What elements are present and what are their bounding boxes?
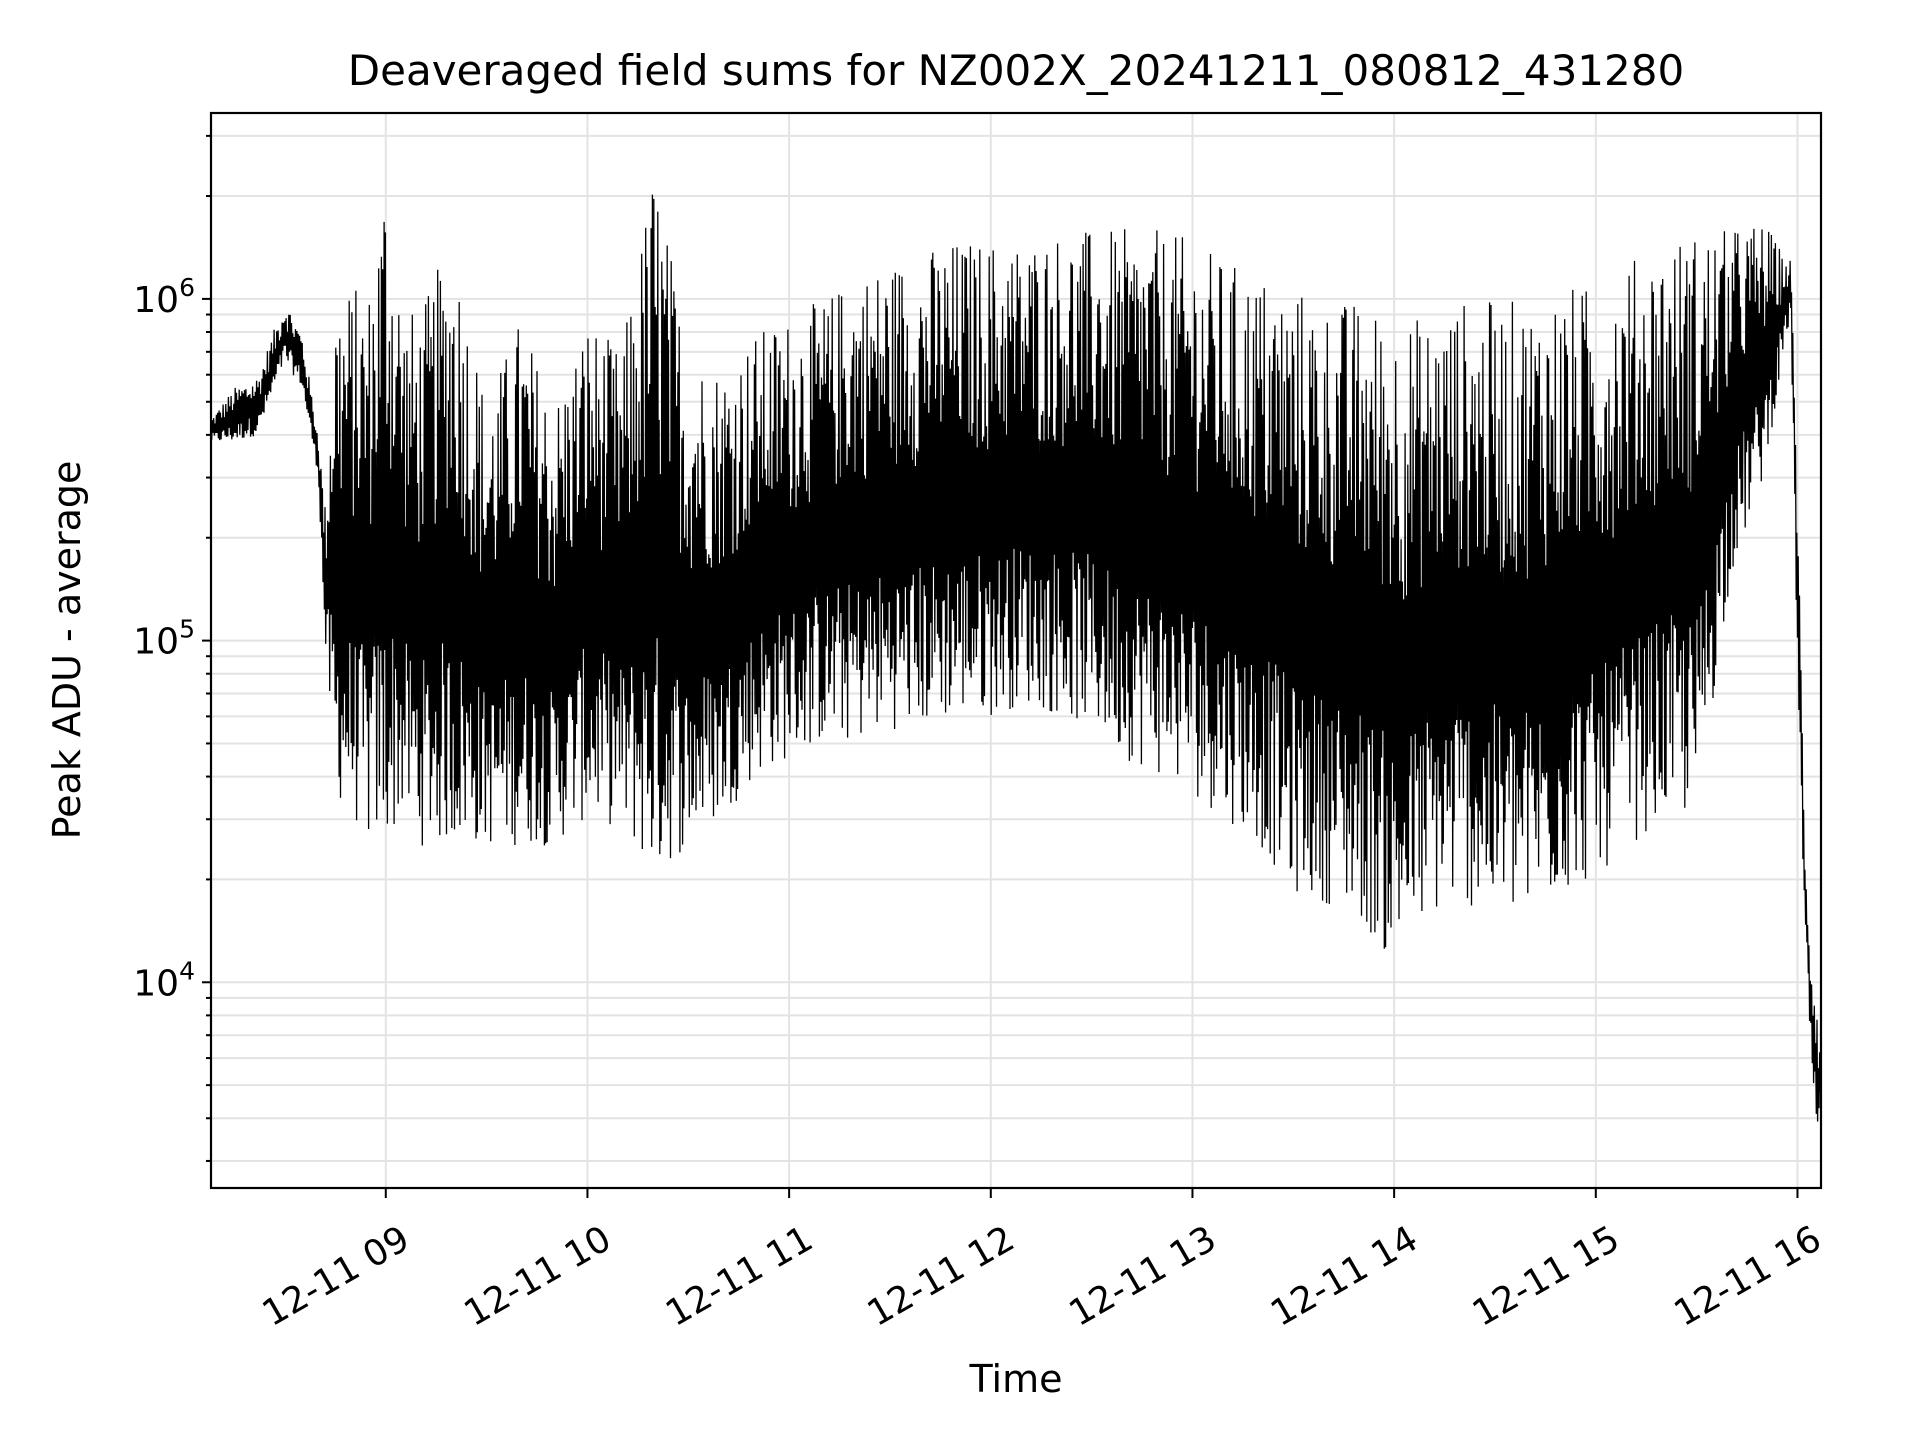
y-axis-label: Peak ADU - average xyxy=(45,461,89,840)
y-tick-label: 104 xyxy=(133,956,195,1004)
y-tick-label: 105 xyxy=(133,615,195,663)
axes-frame xyxy=(209,111,1823,1190)
chart-title: Deaveraged field sums for NZ002X_2024121… xyxy=(348,46,1684,95)
x-axis-label: Time xyxy=(969,1357,1063,1401)
series-line xyxy=(210,194,1822,1122)
plot-area xyxy=(210,194,1822,1122)
y-tick-label: 106 xyxy=(133,273,195,321)
